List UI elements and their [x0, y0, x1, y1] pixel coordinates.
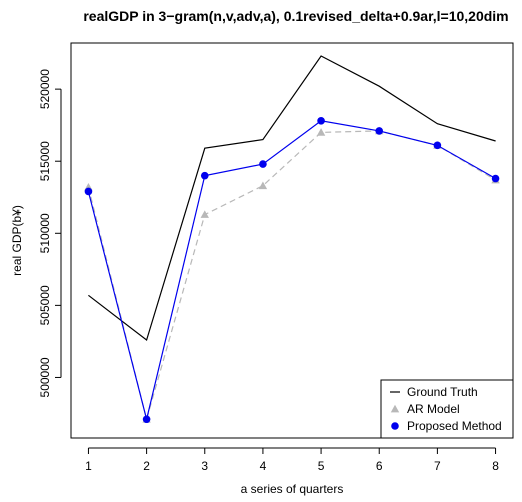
data-point-proposed-method	[84, 187, 93, 196]
legend-label-ar-model: AR Model	[407, 402, 460, 416]
chart-title: realGDP in 3−gram(n,v,adv,a), 0.1revised…	[83, 8, 508, 24]
x-tick-label: 2	[143, 459, 150, 473]
series-line-ground-truth	[88, 55, 496, 342]
x-tick-label: 3	[201, 459, 208, 473]
data-point-proposed-method	[375, 127, 384, 135]
x-tick-label: 4	[260, 459, 267, 473]
data-point-ar-model	[258, 181, 268, 190]
x-axis: 1 2 3 4 5 6 7 8	[85, 447, 499, 473]
series-line-ar-model	[87, 130, 496, 422]
legend-marker-proposed-method	[391, 422, 399, 430]
x-tick-label: 8	[492, 459, 499, 473]
data-point-proposed-method	[433, 141, 442, 150]
data-point-proposed-method	[317, 117, 325, 125]
y-tick-label: 505000	[38, 285, 52, 325]
data-point-proposed-method	[259, 160, 267, 168]
y-axis: 500000 505000 510000 515000 520000	[38, 69, 62, 397]
y-axis-label: real GDP(b¥)	[10, 205, 24, 276]
data-point-ar-model	[200, 210, 209, 218]
data-point-ar-model	[316, 128, 326, 136]
x-tick-label: 5	[318, 459, 325, 473]
data-point-proposed-method	[142, 415, 151, 424]
y-tick-label: 520000	[38, 69, 52, 109]
x-axis-label: a series of quarters	[241, 482, 344, 496]
series-group	[84, 55, 500, 424]
legend-label-ground-truth: Ground Truth	[407, 385, 478, 399]
data-point-proposed-method	[491, 174, 500, 183]
x-tick-label: 7	[434, 459, 441, 473]
y-tick-label: 510000	[38, 213, 52, 253]
series-line-proposed-method	[87, 120, 496, 420]
legend-label-proposed-method: Proposed Method	[407, 419, 502, 433]
y-tick-label: 500000	[38, 357, 52, 397]
y-tick-label: 515000	[38, 141, 52, 181]
legend-marker-ar-model	[390, 404, 400, 413]
legend: Ground Truth AR Model Proposed Method	[380, 379, 514, 439]
x-tick-label: 1	[85, 459, 92, 473]
plot-frame	[70, 42, 514, 439]
data-point-proposed-method	[200, 171, 209, 180]
legend-box	[380, 379, 514, 439]
x-tick-label: 6	[376, 459, 383, 473]
